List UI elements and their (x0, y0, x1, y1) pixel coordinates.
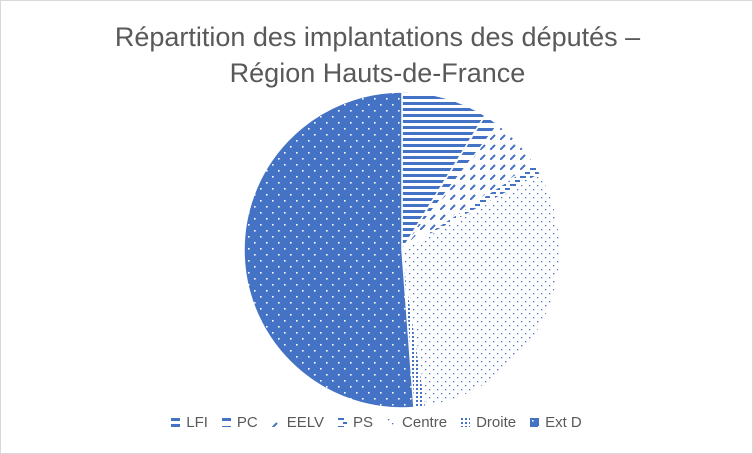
chart-title: Répartition des implantations des député… (114, 22, 641, 52)
legend-swatch (338, 417, 348, 427)
pie-slice-ext-d (243, 91, 415, 409)
legend-label: PS (353, 413, 374, 431)
legend-label: Droite (476, 413, 517, 431)
legend-swatch (271, 417, 281, 427)
legend-label: Ext D (545, 413, 582, 431)
legend-label: LFI (186, 413, 208, 431)
legend-item-ext-d: Ext D (530, 414, 582, 431)
chart-subtitle: Région Hauts-de-France (229, 58, 526, 88)
chart-title-block: Répartition des implantations des député… (1, 19, 753, 91)
pie-slice-centre (401, 172, 561, 408)
legend-item-lfi: LFI (171, 414, 208, 431)
legend-item-droite: Droite (461, 414, 516, 431)
legend-label: PC (236, 413, 258, 431)
legend-item-pc: PC (221, 413, 258, 431)
legend-swatch (171, 417, 181, 427)
legend-label: EELV (286, 413, 325, 431)
legend-item-eelv: EELV (271, 413, 325, 431)
pie-slice-lfi (401, 91, 487, 253)
legend-item-centre: Centre (387, 414, 447, 431)
legend-swatch (530, 417, 540, 427)
legend-swatch (387, 417, 397, 427)
legend-label: Centre (402, 413, 448, 431)
legend: LFI PC EELV PS Centre Droite Ext D (0, 410, 753, 434)
legend-item-ps: PS (338, 414, 373, 431)
legend-swatch (461, 417, 471, 427)
pie-slices (243, 91, 561, 409)
legend-swatch (221, 417, 231, 427)
